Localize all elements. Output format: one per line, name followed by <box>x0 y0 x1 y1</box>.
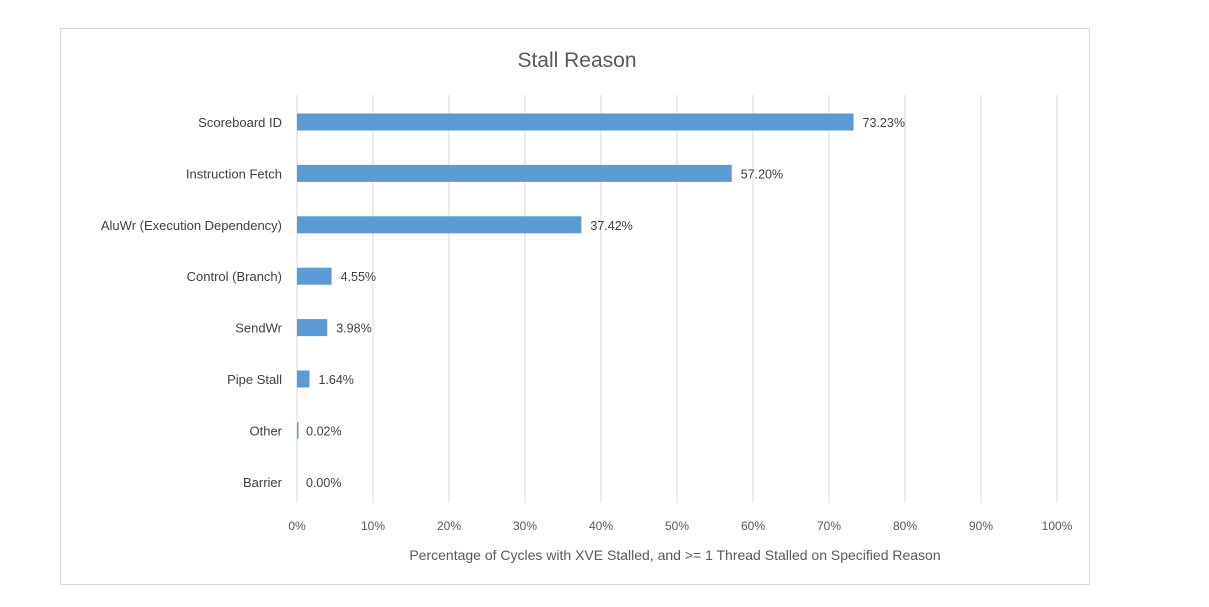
category-label: Barrier <box>243 475 283 490</box>
x-tick-label: 70% <box>817 519 841 533</box>
bar <box>297 319 328 337</box>
value-label: 37.42% <box>590 219 632 233</box>
value-label: 0.02% <box>306 424 341 438</box>
value-label: 1.64% <box>318 373 353 387</box>
x-tick-label: 40% <box>589 519 613 533</box>
value-label: 73.23% <box>863 116 905 130</box>
category-label: Pipe Stall <box>227 372 282 387</box>
bar <box>297 164 732 182</box>
value-labels: 73.23% 57.20% 37.42% 4.55% 3.98% 1.64% 0.02% 0.… <box>306 116 905 490</box>
x-tick-label: 100% <box>1042 519 1073 533</box>
category-label: Other <box>249 423 282 438</box>
x-tick-label: 30% <box>513 519 537 533</box>
bar <box>297 216 582 234</box>
bar <box>297 113 854 131</box>
x-tick-label: 60% <box>741 519 765 533</box>
x-tick-label: 0% <box>288 519 306 533</box>
gridlines <box>296 95 1058 503</box>
value-label: 3.98% <box>336 322 371 336</box>
x-tick-label: 90% <box>969 519 993 533</box>
x-tick-labels: 0% 10% 20% 30% 40% 50% 60% 70% 80% 90% 100% <box>288 519 1072 533</box>
bar <box>297 267 332 285</box>
x-tick-label: 20% <box>437 519 461 533</box>
value-label: 0.00% <box>306 476 341 490</box>
bar-chart: Stall Reason Scoreboard ID Instruction Fe… <box>101 49 1073 563</box>
category-label: Control (Branch) <box>187 269 282 284</box>
category-label: AluWr (Execution Dependency) <box>101 218 282 233</box>
bar <box>297 370 310 388</box>
category-label: Instruction Fetch <box>186 166 282 181</box>
value-label: 4.55% <box>341 270 376 284</box>
category-label: Scoreboard ID <box>198 115 282 130</box>
value-label: 57.20% <box>741 167 783 181</box>
category-label: SendWr <box>235 321 282 336</box>
bar <box>297 421 299 439</box>
x-axis-title: Percentage of Cycles with XVE Stalled, a… <box>409 547 940 563</box>
x-tick-label: 80% <box>893 519 917 533</box>
bars <box>297 113 854 439</box>
category-labels: Scoreboard ID Instruction Fetch AluWr (Exe… <box>101 115 283 490</box>
chart-title: Stall Reason <box>517 49 636 72</box>
x-tick-label: 10% <box>361 519 385 533</box>
chart-frame: Stall Reason Scoreboard ID Instruction Fe… <box>60 28 1090 585</box>
x-tick-label: 50% <box>665 519 689 533</box>
